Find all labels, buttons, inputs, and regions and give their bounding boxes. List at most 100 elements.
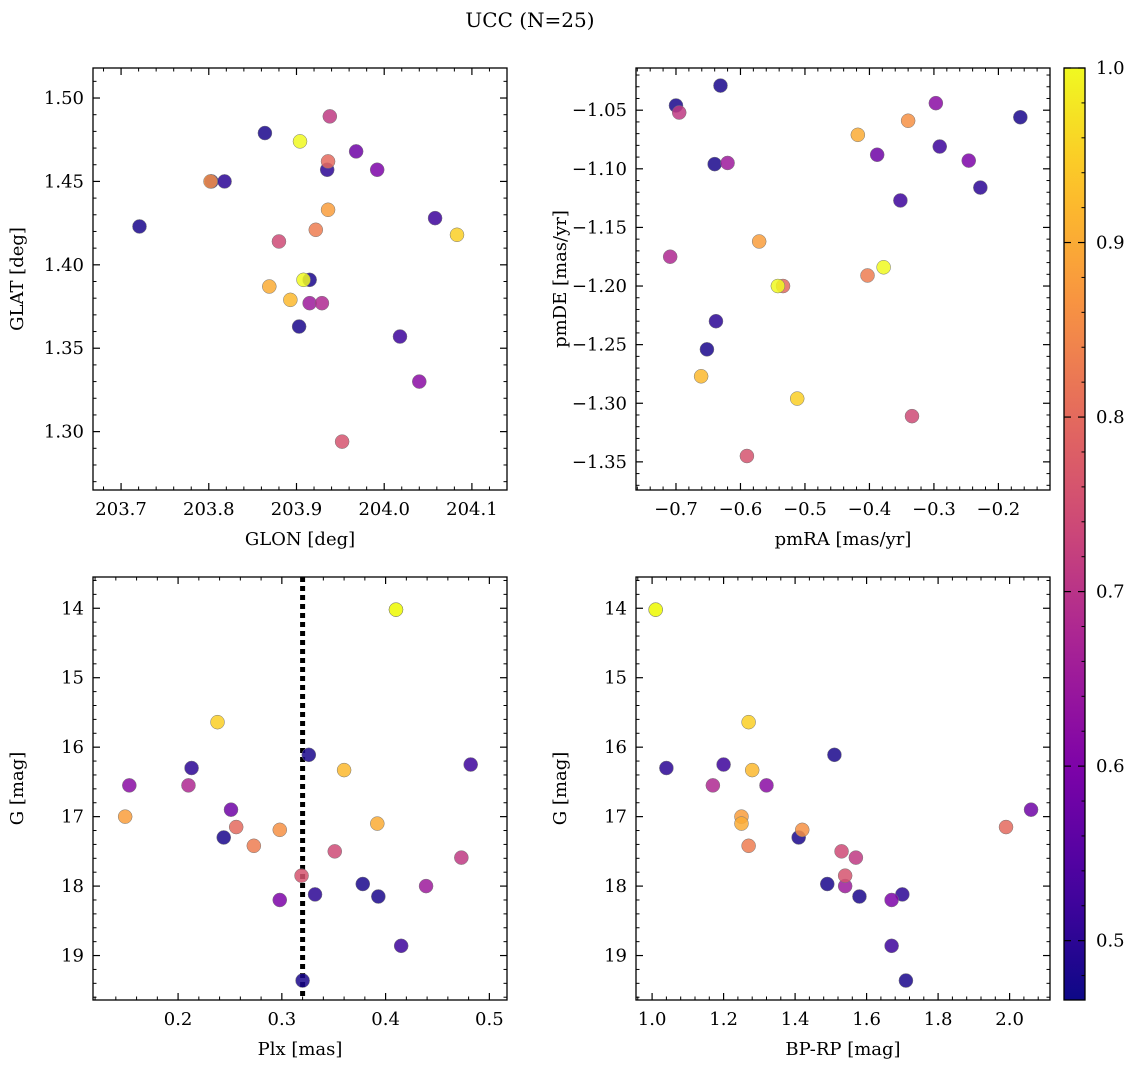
colorbar-frame xyxy=(1063,67,1086,1001)
x-tick-label: 1.4 xyxy=(781,1009,810,1030)
member-star-point xyxy=(320,154,336,169)
member-star-point xyxy=(741,838,756,854)
member-star-point xyxy=(296,272,311,288)
member-star-point xyxy=(659,760,674,776)
x-axis-label: BP-RP [mag] xyxy=(785,1039,900,1060)
member-star-point xyxy=(850,127,866,143)
scatter-series xyxy=(132,109,465,449)
y-tick-label: 19 xyxy=(604,946,627,967)
member-star-point xyxy=(741,714,756,730)
member-star-point xyxy=(759,778,774,793)
member-star-point xyxy=(707,156,722,172)
panel-bottom-right: 1.0 1.2 1.4 1.6 1.8 2.0 14 15 16 17 18 19 BP-RP [mag… xyxy=(550,576,1051,1060)
y-tick-label: 1.45 xyxy=(44,171,84,192)
member-star-point xyxy=(217,174,232,189)
x-tick-label: 203.8 xyxy=(183,499,235,520)
y-axis-label: G [mag] xyxy=(550,752,571,825)
member-star-point xyxy=(734,816,749,831)
member-star-point xyxy=(998,819,1014,835)
axes-frame xyxy=(92,576,508,1001)
member-star-point xyxy=(789,391,805,406)
member-star-point xyxy=(132,219,147,234)
member-star-point xyxy=(371,889,386,904)
member-star-point xyxy=(454,850,469,865)
x-axis-label: Plx [mas] xyxy=(258,1039,343,1060)
x-tick-label: 1.2 xyxy=(709,1009,738,1030)
x-axis-label: GLON [deg] xyxy=(245,529,355,550)
member-star-point xyxy=(210,714,225,730)
member-star-point xyxy=(336,762,352,778)
y-tick-label: 18 xyxy=(61,876,84,897)
member-star-point xyxy=(648,602,663,617)
y-tick-label: 1.30 xyxy=(44,422,84,443)
member-star-point xyxy=(671,105,687,120)
panel-top-right: −0.7 −0.6 −0.5 −0.4 −0.3 −0.2 −1.35 −1.30 −1.25 −… xyxy=(550,67,1051,550)
member-star-point xyxy=(852,889,867,904)
member-star-point xyxy=(393,938,409,954)
subplot-grid: 203.7 203.8 203.9 204.0 204.1 1.30 1.35 1.40 1.4… xyxy=(7,67,1051,1060)
x-tick-label: −0.2 xyxy=(977,499,1021,520)
member-star-point xyxy=(355,876,371,892)
colorbar-tick-label: 1.0 xyxy=(1096,58,1125,79)
x-tick-label: 1.8 xyxy=(924,1009,953,1030)
y-tick-label: 17 xyxy=(61,807,84,828)
member-star-point xyxy=(720,155,735,171)
member-star-point xyxy=(893,193,908,208)
scatter-series xyxy=(662,78,1028,464)
x-tick-label: 203.7 xyxy=(95,499,147,520)
member-star-point xyxy=(392,329,408,344)
colorbar-tick-label: 0.6 xyxy=(1096,756,1125,777)
member-star-point xyxy=(716,757,731,772)
axes-frame xyxy=(635,67,1051,491)
y-tick-label: 14 xyxy=(61,598,84,619)
y-tick-label: −1.05 xyxy=(572,100,627,121)
member-star-point xyxy=(848,850,864,865)
member-star-point xyxy=(820,876,835,892)
member-star-point xyxy=(699,342,715,357)
member-star-point xyxy=(708,313,724,329)
x-tick-label: −0.7 xyxy=(654,499,698,520)
y-tick-label: −1.35 xyxy=(572,452,627,473)
x-tick-label: 0.3 xyxy=(268,1009,297,1030)
member-star-point xyxy=(1023,802,1039,817)
y-tick-label: 16 xyxy=(61,737,84,758)
panel-bottom-left: 0.2 0.3 0.4 0.5 14 15 16 17 18 19 Plx [mas] G [mag] xyxy=(7,576,508,1060)
x-tick-label: 2.0 xyxy=(995,1009,1024,1030)
member-star-point xyxy=(834,844,849,859)
member-star-point xyxy=(869,147,885,162)
y-tick-label: 1.40 xyxy=(44,255,84,276)
member-star-point xyxy=(860,268,875,283)
y-tick-label: 1.35 xyxy=(44,338,84,359)
member-star-point xyxy=(348,144,364,159)
member-star-point xyxy=(961,153,976,168)
member-star-point xyxy=(122,778,137,793)
member-star-point xyxy=(449,227,465,243)
member-star-point xyxy=(388,602,404,617)
member-star-point xyxy=(291,319,307,334)
member-star-point xyxy=(308,222,324,238)
x-axis-label: pmRA [mas/yr] xyxy=(775,529,912,550)
x-tick-label: 1.6 xyxy=(852,1009,881,1030)
member-star-point xyxy=(369,162,385,177)
scatter-series xyxy=(648,602,1039,988)
member-star-point xyxy=(751,234,767,249)
member-star-point xyxy=(246,838,262,854)
member-star-point xyxy=(272,822,288,838)
member-star-point xyxy=(693,369,709,384)
x-tick-label: 0.5 xyxy=(475,1009,504,1030)
member-star-point xyxy=(334,434,350,449)
y-tick-label: 14 xyxy=(604,598,627,619)
x-tick-label: 0.2 xyxy=(164,1009,193,1030)
colorbar-tick-label: 0.8 xyxy=(1096,407,1125,428)
x-tick-label: 0.4 xyxy=(371,1009,400,1030)
member-star-point xyxy=(932,139,947,154)
member-star-point xyxy=(739,448,755,464)
x-tick-label: 1.0 xyxy=(638,1009,667,1030)
member-star-point xyxy=(370,816,385,831)
member-star-point xyxy=(295,973,310,988)
member-star-point xyxy=(294,868,309,883)
member-star-point xyxy=(744,762,760,778)
member-star-point xyxy=(705,778,721,793)
member-star-point xyxy=(257,125,273,141)
member-star-point xyxy=(463,757,478,772)
